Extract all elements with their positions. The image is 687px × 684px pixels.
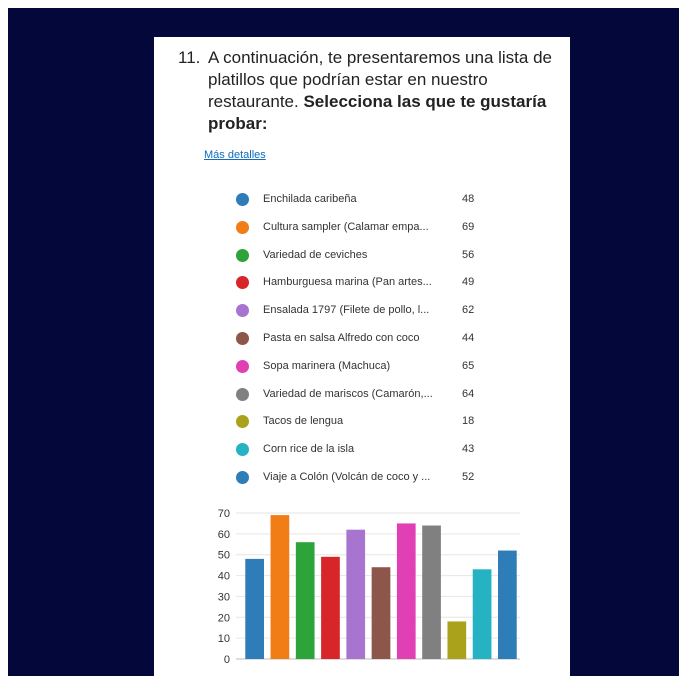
- legend-item: Corn rice de la isla 43: [236, 441, 486, 469]
- bar-5[interactable]: [346, 529, 366, 659]
- legend-label: Variedad de ceviches: [263, 248, 368, 261]
- legend-label: Enchilada caribeña: [263, 193, 357, 205]
- more-details-link[interactable]: Más detalles: [204, 149, 266, 161]
- y-tick-label: 70: [218, 508, 230, 520]
- bar-1[interactable]: [245, 558, 264, 659]
- y-tick-label: 10: [218, 633, 230, 645]
- question-instruction: Selecciona las que te gustaría probar:: [208, 92, 547, 133]
- legend-label: Tacos de lengua: [263, 415, 344, 428]
- legend-label: Cultura sampler (Calamar empa...: [263, 220, 429, 233]
- legend-count: 52: [462, 470, 475, 483]
- chart-legend: Enchilada caribeña 48 Cultura sampler (Cal…: [236, 191, 486, 497]
- legend-item: Pasta en salsa Alfredo con coco 44: [236, 330, 486, 358]
- legend-color-dot: [236, 248, 249, 262]
- y-tick-label: 60: [218, 529, 230, 541]
- legend-label: Hamburguesa marina (Pan artes...: [263, 276, 432, 289]
- legend-color-dot: [236, 387, 249, 401]
- legend-count: 44: [462, 331, 475, 344]
- legend-color-dot: [236, 331, 249, 345]
- y-tick-label: 0: [224, 654, 230, 666]
- legend-label: Sopa marinera (Machuca): [263, 359, 391, 372]
- bar-8[interactable]: [422, 525, 441, 659]
- legend-item: Tacos de lengua 18: [236, 413, 486, 441]
- question-card: 11. A continuación, te presentaremos una…: [154, 37, 570, 677]
- bar-11[interactable]: [498, 550, 517, 659]
- bar-7[interactable]: [396, 523, 416, 659]
- legend-label: Viaje a Colón (Volcán de coco y ...: [263, 470, 431, 483]
- bar-2[interactable]: [270, 515, 290, 659]
- legend-color-dot: [236, 193, 249, 206]
- question-text: A continuación, te presentaremos una lis…: [208, 48, 552, 111]
- question-number: 11.: [178, 48, 201, 67]
- legend-item: Variedad de mariscos (Camarón,... 64: [236, 386, 486, 414]
- legend-item: Ensalada 1797 (Filete de pollo, l... 62: [236, 302, 486, 330]
- legend-item: Cultura sampler (Calamar empa... 69: [236, 219, 486, 247]
- legend-color-dot: [236, 470, 249, 484]
- legend-item: Sopa marinera (Machuca) 65: [236, 358, 486, 386]
- legend-label: Variedad de mariscos (Camarón,...: [263, 387, 433, 400]
- bar-6[interactable]: [371, 567, 391, 659]
- legend-count: 18: [462, 415, 475, 428]
- legend-count: 64: [462, 387, 475, 400]
- legend-item: Hamburguesa marina (Pan artes... 49: [236, 274, 486, 302]
- legend-label: Corn rice de la isla: [263, 443, 355, 456]
- y-tick-label: 30: [218, 591, 230, 603]
- bar-9[interactable]: [447, 621, 467, 659]
- legend-count: 65: [462, 359, 475, 372]
- legend-count: 69: [462, 220, 475, 233]
- y-tick-label: 20: [218, 612, 230, 624]
- legend-color-dot: [236, 359, 249, 373]
- legend-color-dot: [236, 220, 249, 234]
- legend-count: 62: [462, 304, 475, 317]
- legend-count: 56: [462, 248, 475, 261]
- y-tick-label: 50: [218, 550, 230, 562]
- legend-count: 48: [462, 193, 475, 205]
- legend-color-dot: [236, 443, 249, 457]
- legend-color-dot: [236, 276, 249, 290]
- legend-label: Pasta en salsa Alfredo con coco: [263, 331, 420, 344]
- legend-item: Variedad de ceviches 56: [236, 247, 486, 275]
- legend-color-dot: [236, 304, 249, 318]
- legend-item: Viaje a Colón (Volcán de coco y ... 52: [236, 469, 486, 497]
- screenshot-frame: 11. A continuación, te presentaremos una…: [8, 8, 679, 677]
- legend-count: 49: [462, 276, 475, 289]
- bar-4[interactable]: [321, 556, 340, 659]
- legend-item: Enchilada caribeña 48: [236, 191, 486, 219]
- legend-count: 43: [462, 443, 475, 456]
- y-tick-label: 40: [218, 571, 230, 583]
- bar-10[interactable]: [472, 569, 492, 659]
- bar-3[interactable]: [295, 542, 315, 659]
- legend-color-dot: [236, 415, 249, 429]
- question-heading: 11. A continuación, te presentaremos una…: [178, 47, 558, 135]
- legend-label: Ensalada 1797 (Filete de pollo, l...: [263, 304, 430, 317]
- bar-chart: 0 10 20 30 40 50 60 70: [218, 508, 520, 666]
- question-text-block: A continuación, te presentaremos una lis…: [208, 47, 558, 135]
